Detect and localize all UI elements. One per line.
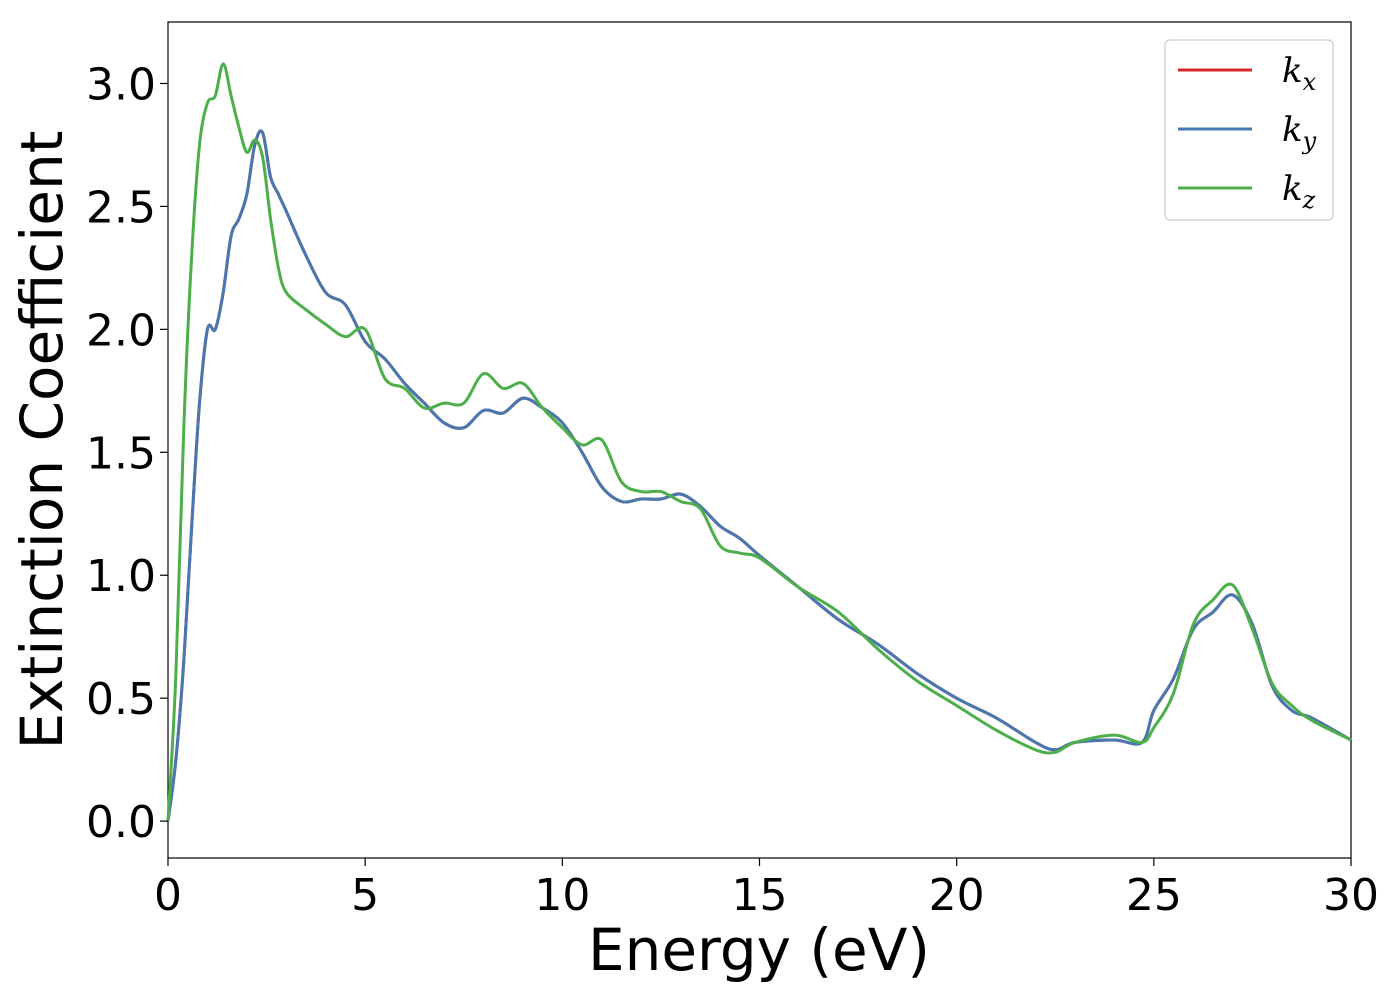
x-tick-label: 5 [351,870,379,921]
legend-label-y: ky [1282,110,1317,155]
y-tick-label: 0.5 [86,674,156,725]
x-tick-label: 30 [1323,870,1379,921]
x-axis-ticks: 0 5 10 15 20 25 30 [154,858,1379,921]
x-tick-label: 10 [534,870,590,921]
x-tick-label: 25 [1126,870,1182,921]
y-tick-label: 1.0 [86,551,156,602]
y-tick-label: 2.0 [86,305,156,356]
legend-label-x: kx [1282,51,1317,96]
legend-label-z: kz [1282,169,1316,214]
y-tick-label: 1.5 [86,428,156,479]
series-line-z [166,62,1352,822]
x-tick-label: 0 [154,870,182,921]
plot-frame [167,21,1352,859]
x-tick-label: 15 [732,870,788,921]
y-tick-label: 2.5 [86,182,156,233]
plot-area [166,21,1352,859]
x-tick-label: 20 [929,870,985,921]
x-axis-label: Energy (eV) [588,916,930,984]
legend: kx ky kz [1164,39,1334,221]
y-axis-label: Extinction Coefficient [8,131,76,750]
y-tick-label: 0.0 [86,797,156,848]
y-axis-ticks: 0.0 0.5 1.0 1.5 2.0 2.5 3.0 [86,59,168,848]
series-layer [166,62,1352,822]
y-tick-label: 3.0 [86,59,156,110]
